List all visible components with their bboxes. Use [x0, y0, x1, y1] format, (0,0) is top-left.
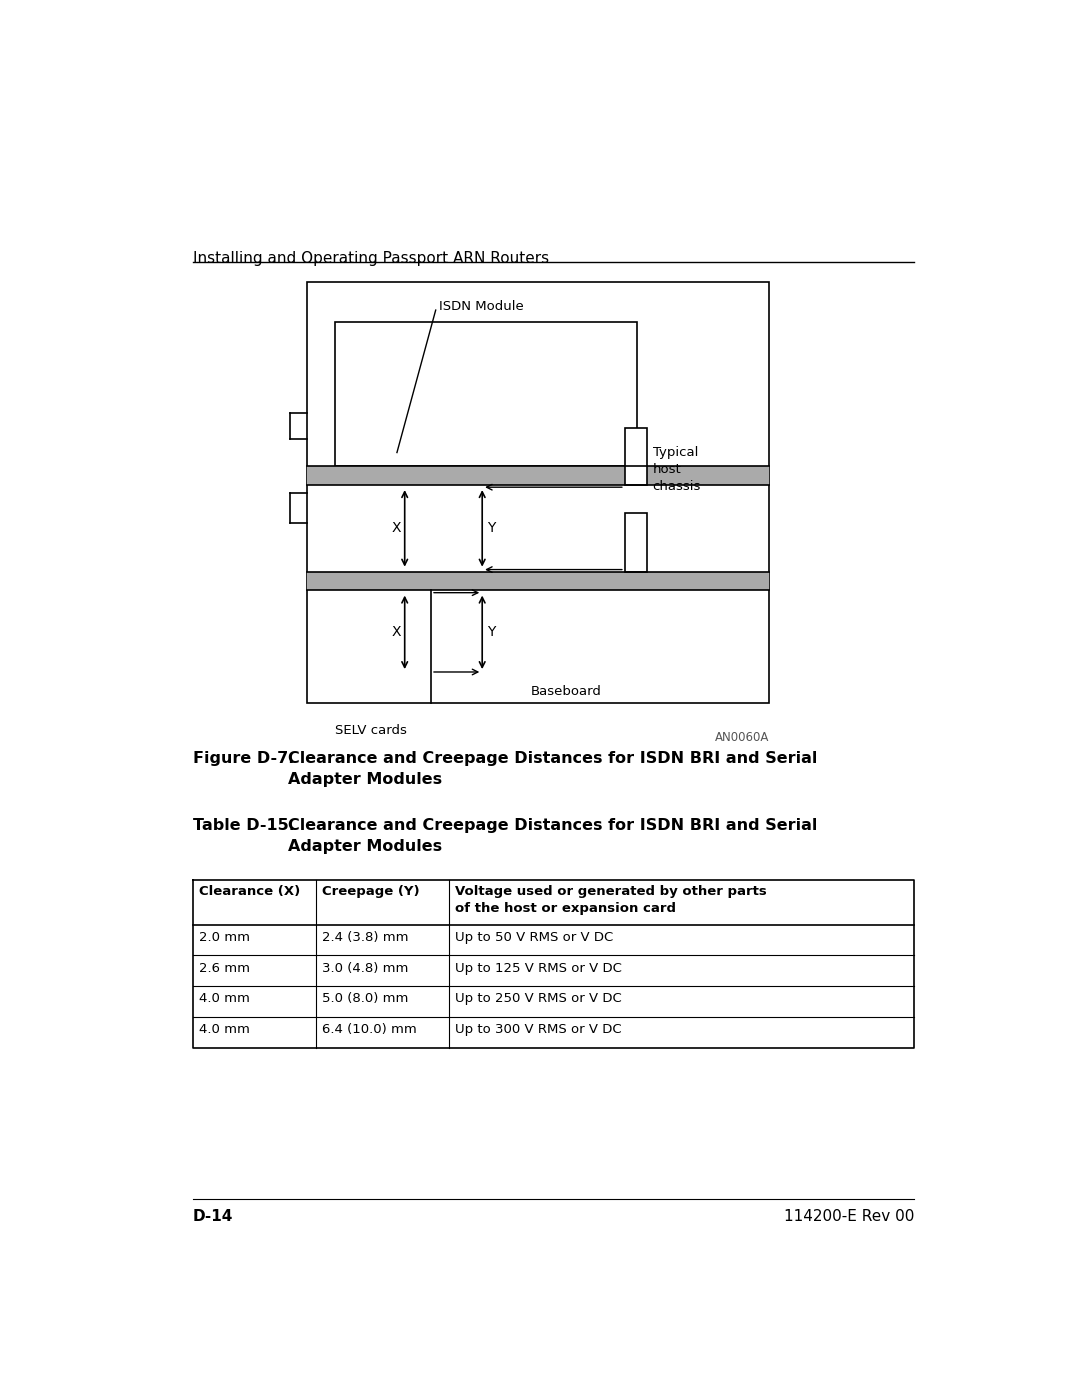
Bar	[307, 282, 769, 703]
Bar	[625, 427, 647, 485]
Text: X: X	[391, 626, 401, 640]
Text: AN0060A: AN0060A	[715, 731, 769, 745]
Text: 2.0 mm: 2.0 mm	[200, 930, 251, 944]
Bar	[307, 571, 769, 590]
Text: SELV cards: SELV cards	[335, 724, 407, 736]
Text: Voltage used or generated by other parts
of the host or expansion card: Voltage used or generated by other parts…	[455, 886, 767, 915]
Text: Up to 125 V RMS or V DC: Up to 125 V RMS or V DC	[455, 961, 622, 975]
Text: Clearance and Creepage Distances for ISDN BRI and Serial
Adapter Modules: Clearance and Creepage Distances for ISD…	[288, 752, 818, 788]
Text: 5.0 (8.0) mm: 5.0 (8.0) mm	[322, 992, 408, 1006]
Text: D-14: D-14	[193, 1208, 233, 1224]
Text: 2.4 (3.8) mm: 2.4 (3.8) mm	[322, 930, 408, 944]
Text: Y: Y	[487, 521, 496, 535]
Text: Up to 300 V RMS or V DC: Up to 300 V RMS or V DC	[455, 1023, 622, 1037]
Text: Typical
host
chassis: Typical host chassis	[652, 447, 701, 493]
Text: Up to 250 V RMS or V DC: Up to 250 V RMS or V DC	[455, 992, 622, 1006]
Text: Baseboard: Baseboard	[530, 685, 602, 698]
Bar	[625, 513, 647, 571]
Text: 4.0 mm: 4.0 mm	[200, 992, 251, 1006]
Text: Up to 50 V RMS or V DC: Up to 50 V RMS or V DC	[455, 930, 613, 944]
Text: 6.4 (10.0) mm: 6.4 (10.0) mm	[322, 1023, 417, 1037]
Text: ISDN Module: ISDN Module	[438, 300, 524, 313]
Text: Figure D-7.: Figure D-7.	[193, 752, 295, 767]
Text: 4.0 mm: 4.0 mm	[200, 1023, 251, 1037]
Text: 2.6 mm: 2.6 mm	[200, 961, 251, 975]
Text: Clearance (X): Clearance (X)	[200, 886, 300, 898]
Text: Clearance and Creepage Distances for ISDN BRI and Serial
Adapter Modules: Clearance and Creepage Distances for ISD…	[288, 819, 818, 855]
Text: Table D-15.: Table D-15.	[193, 819, 295, 833]
Text: Installing and Operating Passport ARN Routers: Installing and Operating Passport ARN Ro…	[193, 251, 550, 265]
Text: Y: Y	[487, 626, 496, 640]
Text: 114200-E Rev 00: 114200-E Rev 00	[783, 1208, 914, 1224]
Text: Creepage (Y): Creepage (Y)	[322, 886, 419, 898]
Text: X: X	[391, 521, 401, 535]
Bar	[307, 467, 769, 485]
Text: 3.0 (4.8) mm: 3.0 (4.8) mm	[322, 961, 408, 975]
Bar	[335, 321, 637, 467]
